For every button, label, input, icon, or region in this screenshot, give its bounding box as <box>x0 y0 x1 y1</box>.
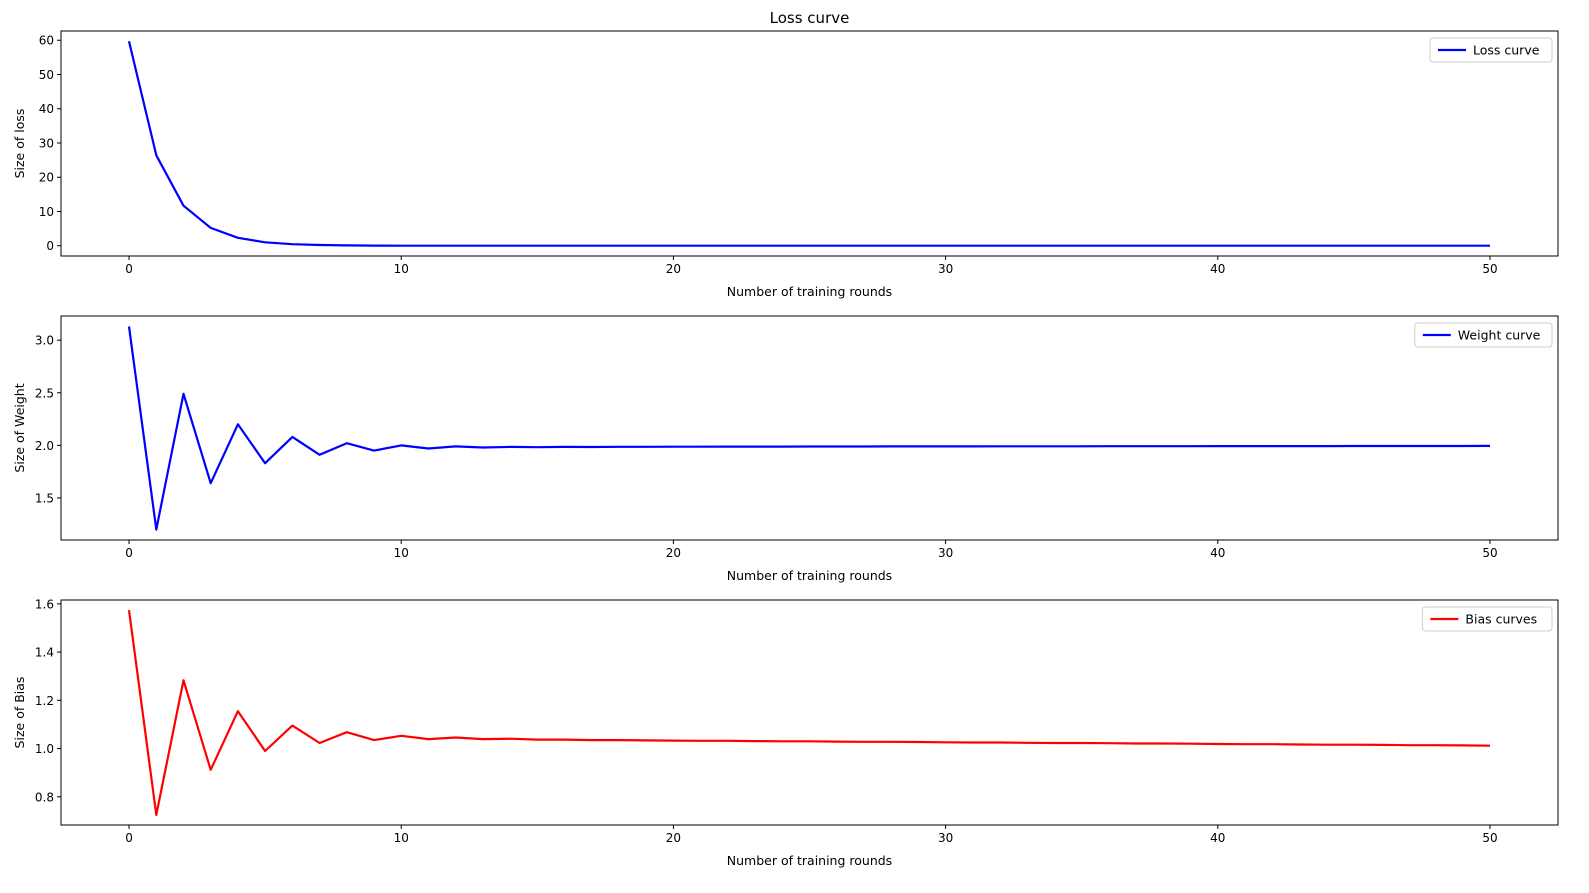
y-tick-label: 3.0 <box>35 334 54 348</box>
x-tick-label: 30 <box>938 831 953 845</box>
legend: Loss curve <box>1429 37 1553 63</box>
series-line-loss-curve <box>127 41 1490 247</box>
x-tick-label: 30 <box>938 262 953 276</box>
legend-label: Loss curve <box>1473 43 1540 58</box>
x-tick-label: 20 <box>666 831 681 845</box>
legend-box <box>1429 37 1553 63</box>
series-line-weight-curve <box>127 326 1491 531</box>
legend: Bias curves <box>1421 606 1553 632</box>
y-tick-label: 40 <box>39 102 54 116</box>
x-axis-label: Number of training rounds <box>727 568 892 583</box>
x-axis-label: Number of training rounds <box>727 284 892 299</box>
x-tick-label: 10 <box>394 262 409 276</box>
subplot-2: 0 10 20 30 40 50 1.5 2.0 2.5 3.0 Number of trainin… <box>12 315 1559 583</box>
x-axis-label: Number of training rounds <box>727 853 892 868</box>
x-tick-label: 20 <box>666 262 681 276</box>
legend-box <box>1421 606 1553 632</box>
x-tick-label: 0 <box>125 262 133 276</box>
y-axis-label: Size of Bias <box>12 677 27 749</box>
y-tick-label: 1.5 <box>35 491 54 505</box>
x-tick-label: 20 <box>666 546 681 560</box>
y-tick-label: 60 <box>39 34 54 48</box>
y-tick-label: 0 <box>46 239 54 253</box>
y-tick-label: 20 <box>39 171 54 185</box>
y-tick-label: 1.6 <box>35 597 54 611</box>
x-tick-label: 50 <box>1482 262 1497 276</box>
x-tick-label: 10 <box>394 546 409 560</box>
y-tick-label: 0.8 <box>35 790 54 804</box>
axes-frame <box>60 30 1559 257</box>
y-tick-label: 10 <box>39 205 54 219</box>
x-tick-label: 40 <box>1210 831 1225 845</box>
x-tick-label: 10 <box>394 831 409 845</box>
axes-frame <box>60 315 1559 541</box>
x-tick-label: 40 <box>1210 262 1225 276</box>
y-tick-label: 50 <box>39 68 54 82</box>
legend-label: Weight curve <box>1458 328 1541 343</box>
chart-title: Loss curve <box>770 9 850 27</box>
y-tick-label: 2.0 <box>35 439 54 453</box>
x-tick-label: 0 <box>125 831 133 845</box>
y-axis-label: Size of loss <box>12 109 27 179</box>
legend-box <box>1414 322 1553 348</box>
x-tick-label: 0 <box>125 546 133 560</box>
subplot-1: 0 10 20 30 40 50 0 10 20 30 40 50 60 Number of traini… <box>12 9 1559 299</box>
x-tick-label: 30 <box>938 546 953 560</box>
legend-label: Bias curves <box>1465 612 1537 627</box>
legend: Weight curve <box>1414 322 1553 348</box>
y-tick-label: 2.5 <box>35 386 54 400</box>
subplot-3: 0 10 20 30 40 50 0.8 1.0 1.2 1.4 1.6 Number of trai… <box>12 597 1559 868</box>
x-tick-label: 50 <box>1482 831 1497 845</box>
y-tick-label: 1.4 <box>35 646 54 660</box>
y-tick-label: 30 <box>39 136 54 150</box>
y-tick-label: 1.2 <box>35 694 54 708</box>
x-tick-label: 50 <box>1482 546 1497 560</box>
series-line-bias-curves <box>127 609 1491 817</box>
y-axis-label: Size of Weight <box>12 383 27 472</box>
y-tick-label: 1.0 <box>35 742 54 756</box>
axes-frame <box>60 599 1559 826</box>
x-tick-label: 40 <box>1210 546 1225 560</box>
